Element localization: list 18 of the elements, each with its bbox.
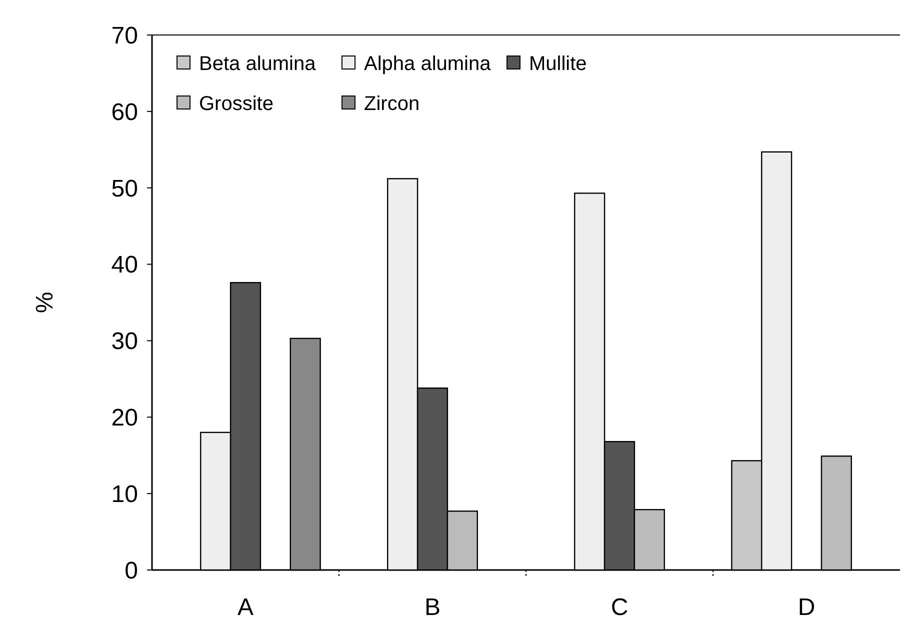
legend-label: Grossite <box>199 93 274 115</box>
legend-label: Alpha alumina <box>364 53 492 75</box>
y-tick-label: 60 <box>111 98 138 126</box>
y-tick-label: 20 <box>111 404 138 432</box>
y-tick-label: 10 <box>111 480 138 508</box>
y-tick-label: 0 <box>124 557 138 584</box>
y-tick-label: 70 <box>111 22 138 50</box>
x-tick-label: C <box>610 594 628 621</box>
x-tick-label: D <box>798 594 816 621</box>
y-tick-label: 40 <box>111 252 138 279</box>
x-tick-label: B <box>424 594 441 621</box>
y-axis-title: % <box>31 292 58 314</box>
y-tick-label: 30 <box>111 328 138 356</box>
x-tick-label: A <box>237 594 254 621</box>
legend-label: Beta alumina <box>199 53 317 75</box>
legend-label: Zircon <box>364 93 420 115</box>
legend-label: Mullite <box>529 53 587 75</box>
y-tick-label: 50 <box>111 175 138 202</box>
